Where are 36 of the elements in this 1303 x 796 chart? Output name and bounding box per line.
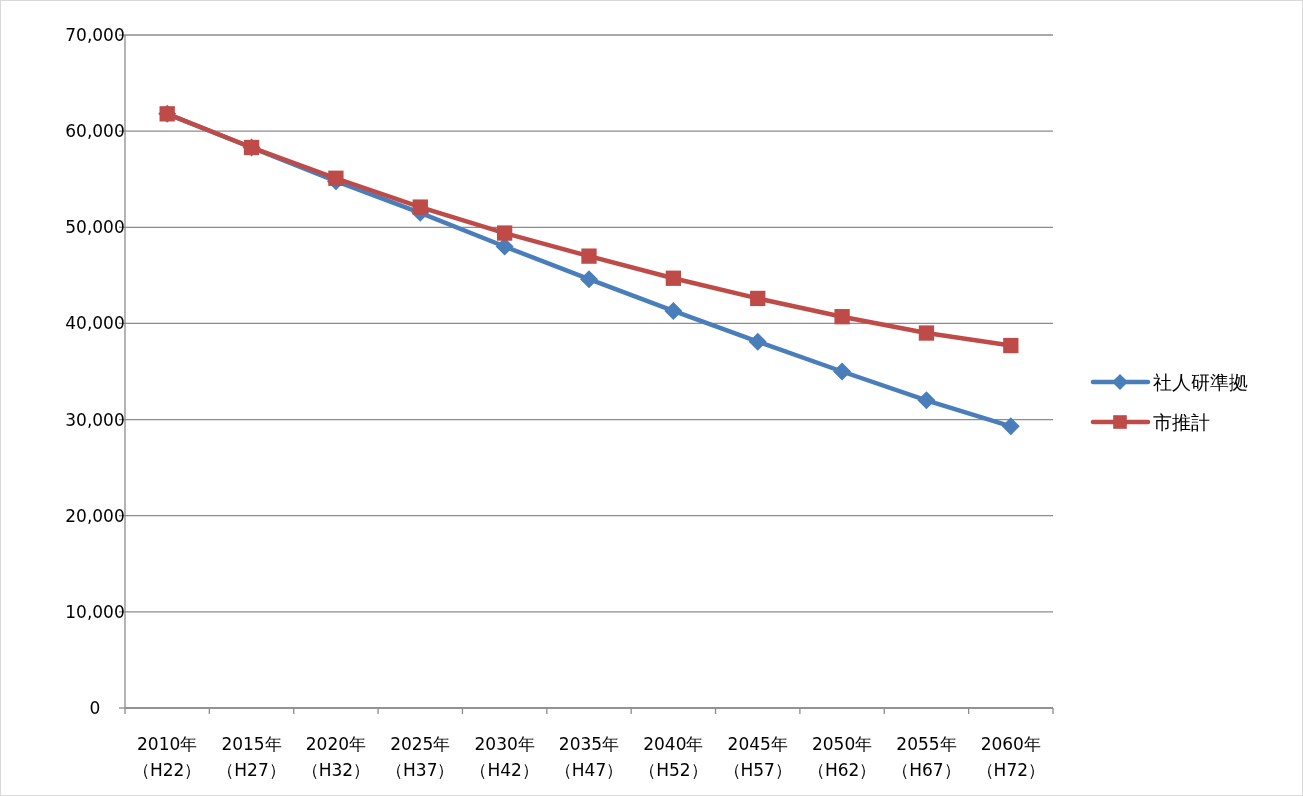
point <box>917 391 936 410</box>
point <box>750 290 766 307</box>
x-tick-label: 2045年（H57） <box>723 734 792 780</box>
x-tick-label: 2015年（H27） <box>217 734 286 780</box>
x-tick-label: 2030年（H42） <box>470 734 539 780</box>
point <box>664 301 683 320</box>
point <box>1003 337 1019 354</box>
legend-label: 社人研準拠 <box>1153 371 1248 393</box>
point <box>833 362 852 381</box>
x-tick-label: 2060年（H72） <box>976 734 1046 780</box>
x-tick-label: 2010年（H22） <box>132 734 202 780</box>
x-tick-label: 2035年（H47） <box>554 734 624 780</box>
x-tick-label: 2025年（H37） <box>386 734 455 780</box>
legend-label: 市推計 <box>1153 411 1210 433</box>
point <box>580 270 598 289</box>
y-tick-label: 10,000 <box>65 601 125 622</box>
x-tick-label: 2040年（H52） <box>639 734 708 780</box>
x-tick-label: 2020年（H32） <box>301 734 371 780</box>
y-tick-label: 70,000 <box>65 25 125 45</box>
y-tick-label: 40,000 <box>65 313 125 334</box>
y-tick-label: 30,000 <box>65 409 125 430</box>
y-tick-label: 60,000 <box>65 121 125 142</box>
point <box>834 309 850 325</box>
point <box>665 270 682 286</box>
x-tick-label: 2055年（H67） <box>892 734 961 780</box>
y-tick-label: 50,000 <box>65 217 125 238</box>
point <box>496 225 513 241</box>
x-tick-label: 2050年（H62） <box>807 734 877 780</box>
y-tick-label: 0 <box>89 698 101 718</box>
point <box>918 325 935 341</box>
point <box>1001 417 1020 436</box>
point <box>748 332 767 351</box>
point <box>412 199 428 215</box>
point <box>581 248 597 264</box>
point <box>328 170 344 186</box>
y-tick-label: 20,000 <box>65 505 125 526</box>
